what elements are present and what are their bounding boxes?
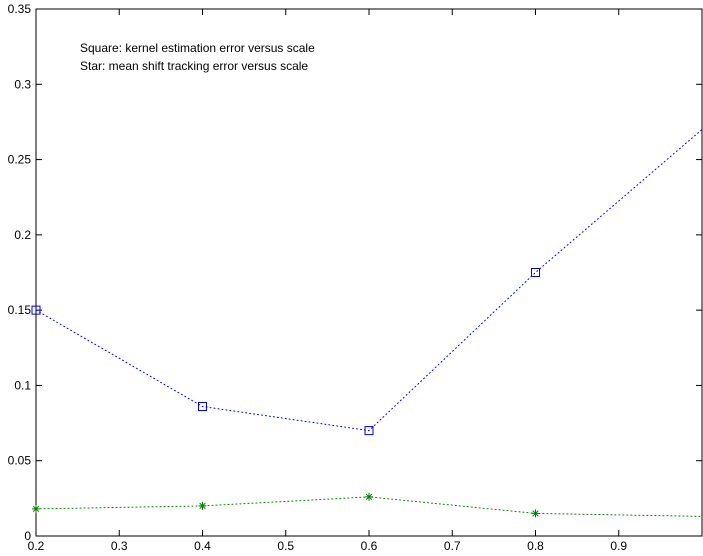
- square-point: [198, 402, 207, 412]
- x-axis: 0.2 0.3 0.4 0.5 0.6 0.7 0.8 0.9: [28, 9, 627, 553]
- star-point: [32, 504, 40, 513]
- star-stroke: [532, 510, 539, 517]
- square-point: [364, 426, 374, 436]
- square-point: [531, 268, 540, 277]
- y-tick-label: 0.35: [8, 2, 32, 16]
- y-tick-label: 0.3: [14, 77, 31, 91]
- series-square-line: [35, 129, 703, 432]
- star-stroke: [199, 502, 206, 510]
- annotation-square: Square: kernel estimation error versus s…: [80, 41, 315, 55]
- x-tick-label: 0.7: [444, 539, 461, 553]
- x-tick-label: 0.2: [28, 539, 45, 553]
- plot-frame: [35, 8, 703, 537]
- y-axis: 0 0.05 0.1 0.15 0.2 0.25 0.3 0.35: [8, 2, 702, 543]
- x-tick-label: 0.8: [527, 539, 544, 553]
- legend-annotations: Square: kernel estimation error versus s…: [80, 41, 315, 73]
- y-tick-label: 0.25: [8, 153, 32, 167]
- star-point: [365, 492, 373, 501]
- star-point: [531, 509, 540, 518]
- plot-border: [35, 8, 703, 537]
- y-tick-label: 0: [24, 529, 31, 543]
- star-stroke: [365, 493, 373, 501]
- annotation-star: Star: mean shift tracking error versus s…: [80, 59, 308, 73]
- x-tick-label: 0.9: [610, 539, 627, 553]
- series-layer: [31, 129, 703, 518]
- square-point: [31, 305, 41, 315]
- x-tick-label: 0.3: [111, 539, 128, 553]
- x-tick-label: 0.4: [194, 539, 211, 553]
- x-tick-label: 0.6: [361, 539, 378, 553]
- star-point: [198, 501, 207, 510]
- y-tick-label: 0.05: [8, 454, 32, 468]
- y-tick-label: 0.15: [8, 303, 32, 317]
- x-tick-label: 0.5: [277, 539, 294, 553]
- star-stroke: [32, 505, 40, 513]
- y-tick-label: 0.2: [14, 228, 31, 242]
- y-tick-label: 0.1: [14, 378, 31, 392]
